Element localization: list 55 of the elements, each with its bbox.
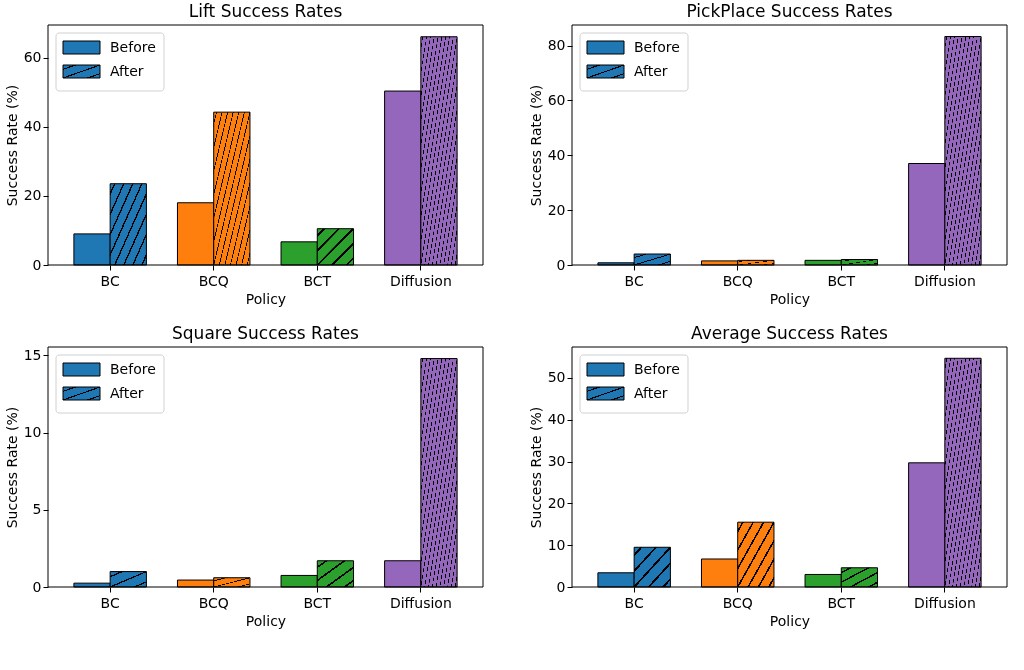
- x-tick-label: BCT: [303, 272, 332, 289]
- x-axis-title: Policy: [245, 290, 287, 307]
- y-axis-title: Success Rate (%): [3, 406, 20, 529]
- x-tick-label: Diffusion: [389, 272, 452, 289]
- y-tick-label: 40: [547, 411, 566, 428]
- legend-label: Before: [634, 39, 680, 55]
- y-tick-label: 20: [547, 201, 566, 218]
- x-tick-label: BC: [100, 272, 120, 289]
- x-tick-label: BCQ: [198, 272, 229, 289]
- legend-label: After: [634, 63, 668, 79]
- y-tick-label: 0: [556, 578, 566, 595]
- y-tick-label: 40: [547, 146, 566, 163]
- y-tick-label: 0: [32, 256, 42, 273]
- legend-label: Before: [110, 39, 156, 55]
- y-tick-label: 10: [547, 536, 566, 553]
- x-tick-label: BCQ: [198, 594, 229, 611]
- x-tick-label: BCQ: [722, 594, 753, 611]
- y-tick-label: 20: [23, 187, 42, 204]
- y-tick-label: 0: [32, 578, 42, 595]
- x-tick-label: Diffusion: [389, 594, 452, 611]
- y-tick-label: 10: [23, 424, 42, 441]
- legend-label: After: [110, 385, 144, 401]
- x-tick-label: BC: [624, 272, 644, 289]
- x-tick-label: Diffusion: [913, 272, 976, 289]
- x-tick-label: BC: [100, 594, 120, 611]
- x-tick-label: Diffusion: [913, 594, 976, 611]
- chart-title: Lift Success Rates: [188, 0, 343, 21]
- x-axis-title: Policy: [245, 612, 287, 629]
- x-tick-label: BC: [624, 594, 644, 611]
- legend-label: Before: [634, 361, 680, 377]
- chart-title: PickPlace Success Rates: [686, 0, 893, 21]
- legend-label: Before: [110, 361, 156, 377]
- y-axis-title: Success Rate (%): [3, 84, 20, 207]
- chart-title: Average Success Rates: [691, 322, 889, 343]
- x-tick-label: BCQ: [722, 272, 753, 289]
- x-tick-label: BCT: [827, 594, 856, 611]
- x-axis-title: Policy: [769, 290, 811, 307]
- legend-label: After: [110, 63, 144, 79]
- y-tick-label: 60: [23, 49, 42, 66]
- y-tick-label: 15: [23, 346, 42, 363]
- y-axis-title: Success Rate (%): [527, 406, 544, 529]
- y-axis-title: Success Rate (%): [527, 84, 544, 207]
- x-axis-title: Policy: [769, 612, 811, 629]
- y-tick-label: 5: [32, 501, 42, 518]
- legend-label: After: [634, 385, 668, 401]
- y-tick-label: 80: [547, 37, 566, 54]
- y-tick-label: 20: [547, 494, 566, 511]
- x-tick-label: BCT: [303, 594, 332, 611]
- x-tick-label: BCT: [827, 272, 856, 289]
- y-tick-label: 0: [556, 256, 566, 273]
- y-tick-label: 50: [547, 369, 566, 386]
- y-tick-label: 60: [547, 91, 566, 108]
- y-tick-label: 30: [547, 453, 566, 470]
- y-tick-label: 40: [23, 118, 42, 135]
- chart-title: Square Success Rates: [172, 322, 360, 343]
